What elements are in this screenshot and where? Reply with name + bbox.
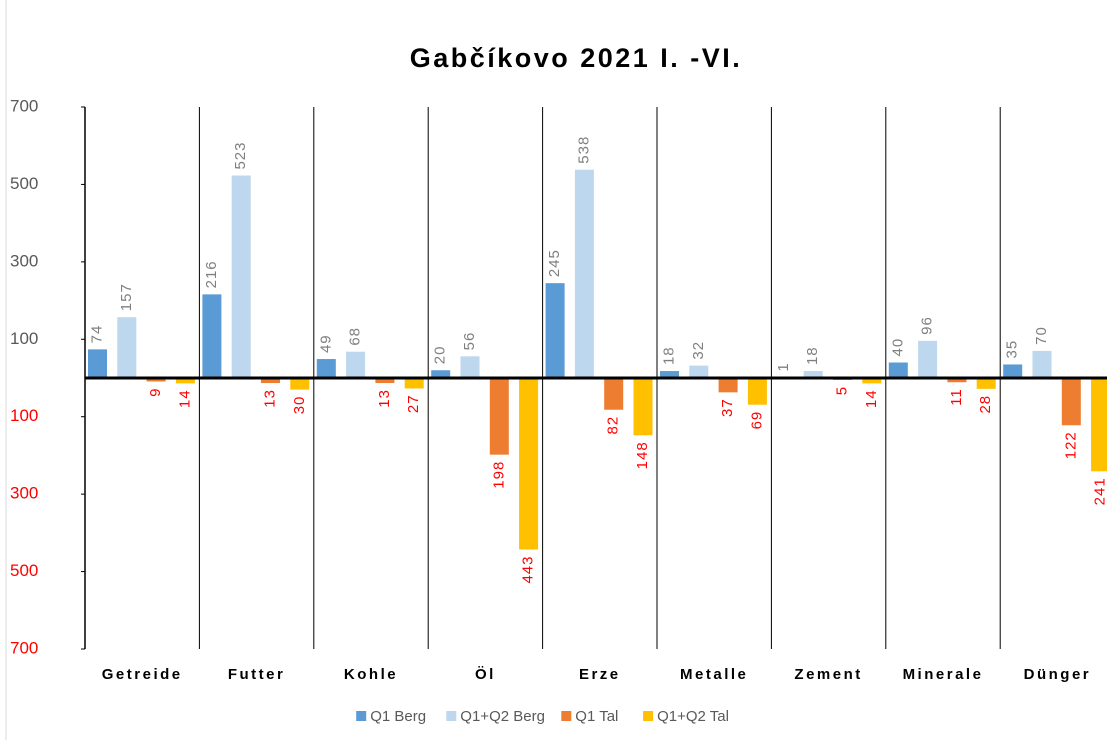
data-label: 241 xyxy=(1092,477,1107,505)
data-label: 20 xyxy=(432,346,449,365)
data-label: 96 xyxy=(919,316,936,335)
data-label: 13 xyxy=(376,389,393,408)
data-label: 30 xyxy=(291,396,308,415)
bar xyxy=(660,371,679,378)
bar xyxy=(375,378,395,384)
x-tick-label: Öl xyxy=(475,666,496,683)
bar xyxy=(88,349,107,378)
legend-swatch xyxy=(643,711,654,721)
chart-title: Gabčíkovo 2021 I. -VI. xyxy=(410,43,743,73)
bar xyxy=(404,378,424,389)
bar xyxy=(803,371,823,378)
data-label: 49 xyxy=(317,334,334,353)
bar xyxy=(689,365,709,378)
data-label: 27 xyxy=(405,394,422,413)
bar xyxy=(231,175,251,378)
y-tick-label: 300 xyxy=(10,484,38,503)
data-label: 68 xyxy=(347,327,364,346)
bar xyxy=(431,370,451,378)
y-tick-label: 100 xyxy=(10,329,38,348)
data-label: 35 xyxy=(1004,340,1021,359)
legend-label: Q1 Tal xyxy=(575,708,618,725)
bar xyxy=(117,317,137,378)
bar xyxy=(604,378,624,410)
bar xyxy=(888,362,908,378)
data-label: 14 xyxy=(176,389,193,408)
x-tick-label: Erze xyxy=(579,666,621,683)
data-label: 74 xyxy=(88,325,105,344)
bar xyxy=(1091,378,1107,472)
y-tick-label: 500 xyxy=(10,561,38,580)
bar xyxy=(146,378,166,382)
bar xyxy=(175,378,195,384)
x-tick-label: Metalle xyxy=(680,666,748,683)
bar xyxy=(545,283,565,378)
legend-swatch xyxy=(561,711,572,721)
data-label: 216 xyxy=(203,260,220,288)
data-label: 11 xyxy=(948,388,965,406)
data-label: 1 xyxy=(775,362,792,371)
bar xyxy=(1032,350,1052,378)
bar xyxy=(489,378,509,455)
data-label: 538 xyxy=(575,136,592,164)
bar xyxy=(1061,378,1081,426)
bar xyxy=(519,378,539,550)
bar xyxy=(718,378,738,393)
y-tick-label: 100 xyxy=(10,406,38,425)
bar xyxy=(290,378,310,390)
x-tick-label: Kohle xyxy=(344,666,398,683)
bar xyxy=(976,378,996,389)
bar xyxy=(574,169,594,378)
data-label: 9 xyxy=(147,387,164,396)
data-label: 32 xyxy=(690,341,707,360)
legend-swatch xyxy=(356,711,367,721)
bar xyxy=(918,340,938,378)
data-label: 122 xyxy=(1062,431,1079,459)
data-label: 157 xyxy=(118,283,135,311)
data-label: 69 xyxy=(748,411,765,430)
legend-swatch xyxy=(446,711,457,721)
data-label: 13 xyxy=(261,389,278,408)
y-tick-label: 700 xyxy=(10,638,38,657)
legend-label: Q1 Berg xyxy=(370,708,426,725)
bar xyxy=(862,378,882,384)
data-label: 40 xyxy=(889,338,906,357)
x-tick-label: Futter xyxy=(228,666,286,683)
data-label: 523 xyxy=(232,141,249,169)
data-label: 198 xyxy=(490,461,507,489)
data-label: 18 xyxy=(804,346,821,365)
bar xyxy=(261,378,280,384)
bar xyxy=(316,359,336,378)
bar xyxy=(747,378,767,405)
y-tick-label: 300 xyxy=(10,251,38,270)
data-label: 37 xyxy=(719,398,736,417)
x-tick-label: Dünger xyxy=(1024,666,1092,683)
data-label: 148 xyxy=(634,441,651,469)
x-tick-label: Getreide xyxy=(102,666,183,683)
bar xyxy=(947,378,967,383)
data-label: 14 xyxy=(863,389,880,408)
data-label: 70 xyxy=(1033,326,1050,345)
x-tick-label: Minerale xyxy=(903,666,984,683)
data-label: 18 xyxy=(660,346,677,365)
data-label: 28 xyxy=(977,395,994,414)
bar xyxy=(1003,364,1023,378)
y-tick-label: 500 xyxy=(10,174,38,193)
data-label: 5 xyxy=(833,386,850,395)
data-label: 443 xyxy=(520,556,537,584)
x-tick-label: Zement xyxy=(794,666,862,683)
legend-label: Q1+Q2 Berg xyxy=(460,708,545,725)
y-tick-label: 700 xyxy=(10,96,38,115)
bar xyxy=(346,351,366,378)
bar xyxy=(633,378,653,436)
data-label: 56 xyxy=(461,332,478,351)
bar xyxy=(460,356,480,378)
legend-label: Q1+Q2 Tal xyxy=(657,708,729,725)
data-label: 82 xyxy=(605,416,622,435)
data-label: 245 xyxy=(546,249,563,277)
bar xyxy=(202,294,222,378)
